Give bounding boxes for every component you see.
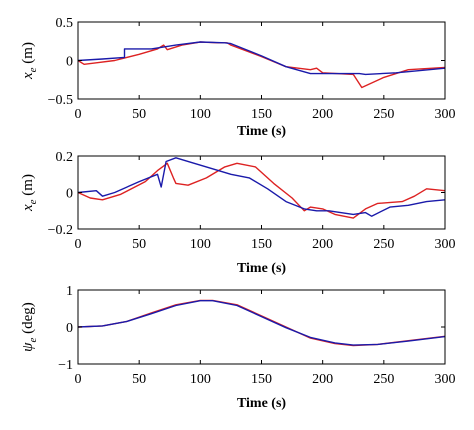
series-line-2 <box>77 157 446 217</box>
x-tick-label: 200 <box>312 237 333 252</box>
y-axis-label: xe (m) <box>20 42 39 80</box>
y-tick-label: −1 <box>58 358 73 373</box>
x-tick-label: 50 <box>132 372 146 387</box>
x-tick-label: 150 <box>251 372 272 387</box>
x-tick-label: 0 <box>75 237 82 252</box>
y-axis-label-subscript: e <box>27 67 39 72</box>
y-tick-label: 0.5 <box>56 16 74 31</box>
x-tick-label: 100 <box>190 372 211 387</box>
y-axis-label-symbol: x <box>20 72 36 80</box>
x-tick-label: 300 <box>435 237 456 252</box>
y-tick-label: −0.2 <box>48 223 73 238</box>
x-tick-label: 0 <box>75 107 82 122</box>
y-axis-label-subscript: e <box>27 337 39 342</box>
x-tick-label: 50 <box>132 107 146 122</box>
y-axis-label-symbol: x <box>20 204 36 212</box>
y-axis-label-subscript: e <box>27 199 39 204</box>
y-axis-label: ψe (deg) <box>20 302 39 352</box>
x-tick-label: 100 <box>190 107 211 122</box>
x-tick-label: 100 <box>190 237 211 252</box>
x-axis-label: Time (s) <box>237 396 286 411</box>
y-axis-label-unit: (deg) <box>20 302 36 337</box>
y-tick-label: −0.5 <box>48 93 73 108</box>
x-tick-label: 250 <box>373 372 394 387</box>
x-tick-label: 200 <box>312 107 333 122</box>
y-tick-label: 0 <box>66 321 73 336</box>
plot-frame <box>77 289 446 365</box>
y-tick-label: 0 <box>66 55 73 70</box>
y-axis-label-unit: (m) <box>20 42 36 67</box>
y-tick-label: 1 <box>66 284 73 299</box>
y-tick-label: 0 <box>66 187 73 202</box>
plot-frame <box>77 21 446 100</box>
y-axis-label-symbol: ψ <box>20 342 36 352</box>
x-tick-label: 150 <box>251 107 272 122</box>
x-axis-label: Time (s) <box>237 261 286 276</box>
series-line-2 <box>77 300 446 346</box>
x-tick-label: 150 <box>251 237 272 252</box>
x-tick-label: 300 <box>435 107 456 122</box>
y-tick-label: 0.2 <box>56 150 74 165</box>
y-axis-label-unit: (m) <box>20 174 36 199</box>
x-tick-label: 50 <box>132 237 146 252</box>
plot-frame <box>77 155 446 230</box>
x-tick-label: 200 <box>312 372 333 387</box>
y-axis-label: xe (m) <box>20 174 39 212</box>
series-line-1 <box>77 162 446 219</box>
series-line-1 <box>77 299 446 347</box>
series-line-2 <box>77 41 446 76</box>
x-tick-label: 300 <box>435 372 456 387</box>
x-tick-label: 250 <box>373 237 394 252</box>
x-tick-label: 250 <box>373 107 394 122</box>
x-axis-label: Time (s) <box>237 124 286 139</box>
x-tick-label: 0 <box>75 372 82 387</box>
